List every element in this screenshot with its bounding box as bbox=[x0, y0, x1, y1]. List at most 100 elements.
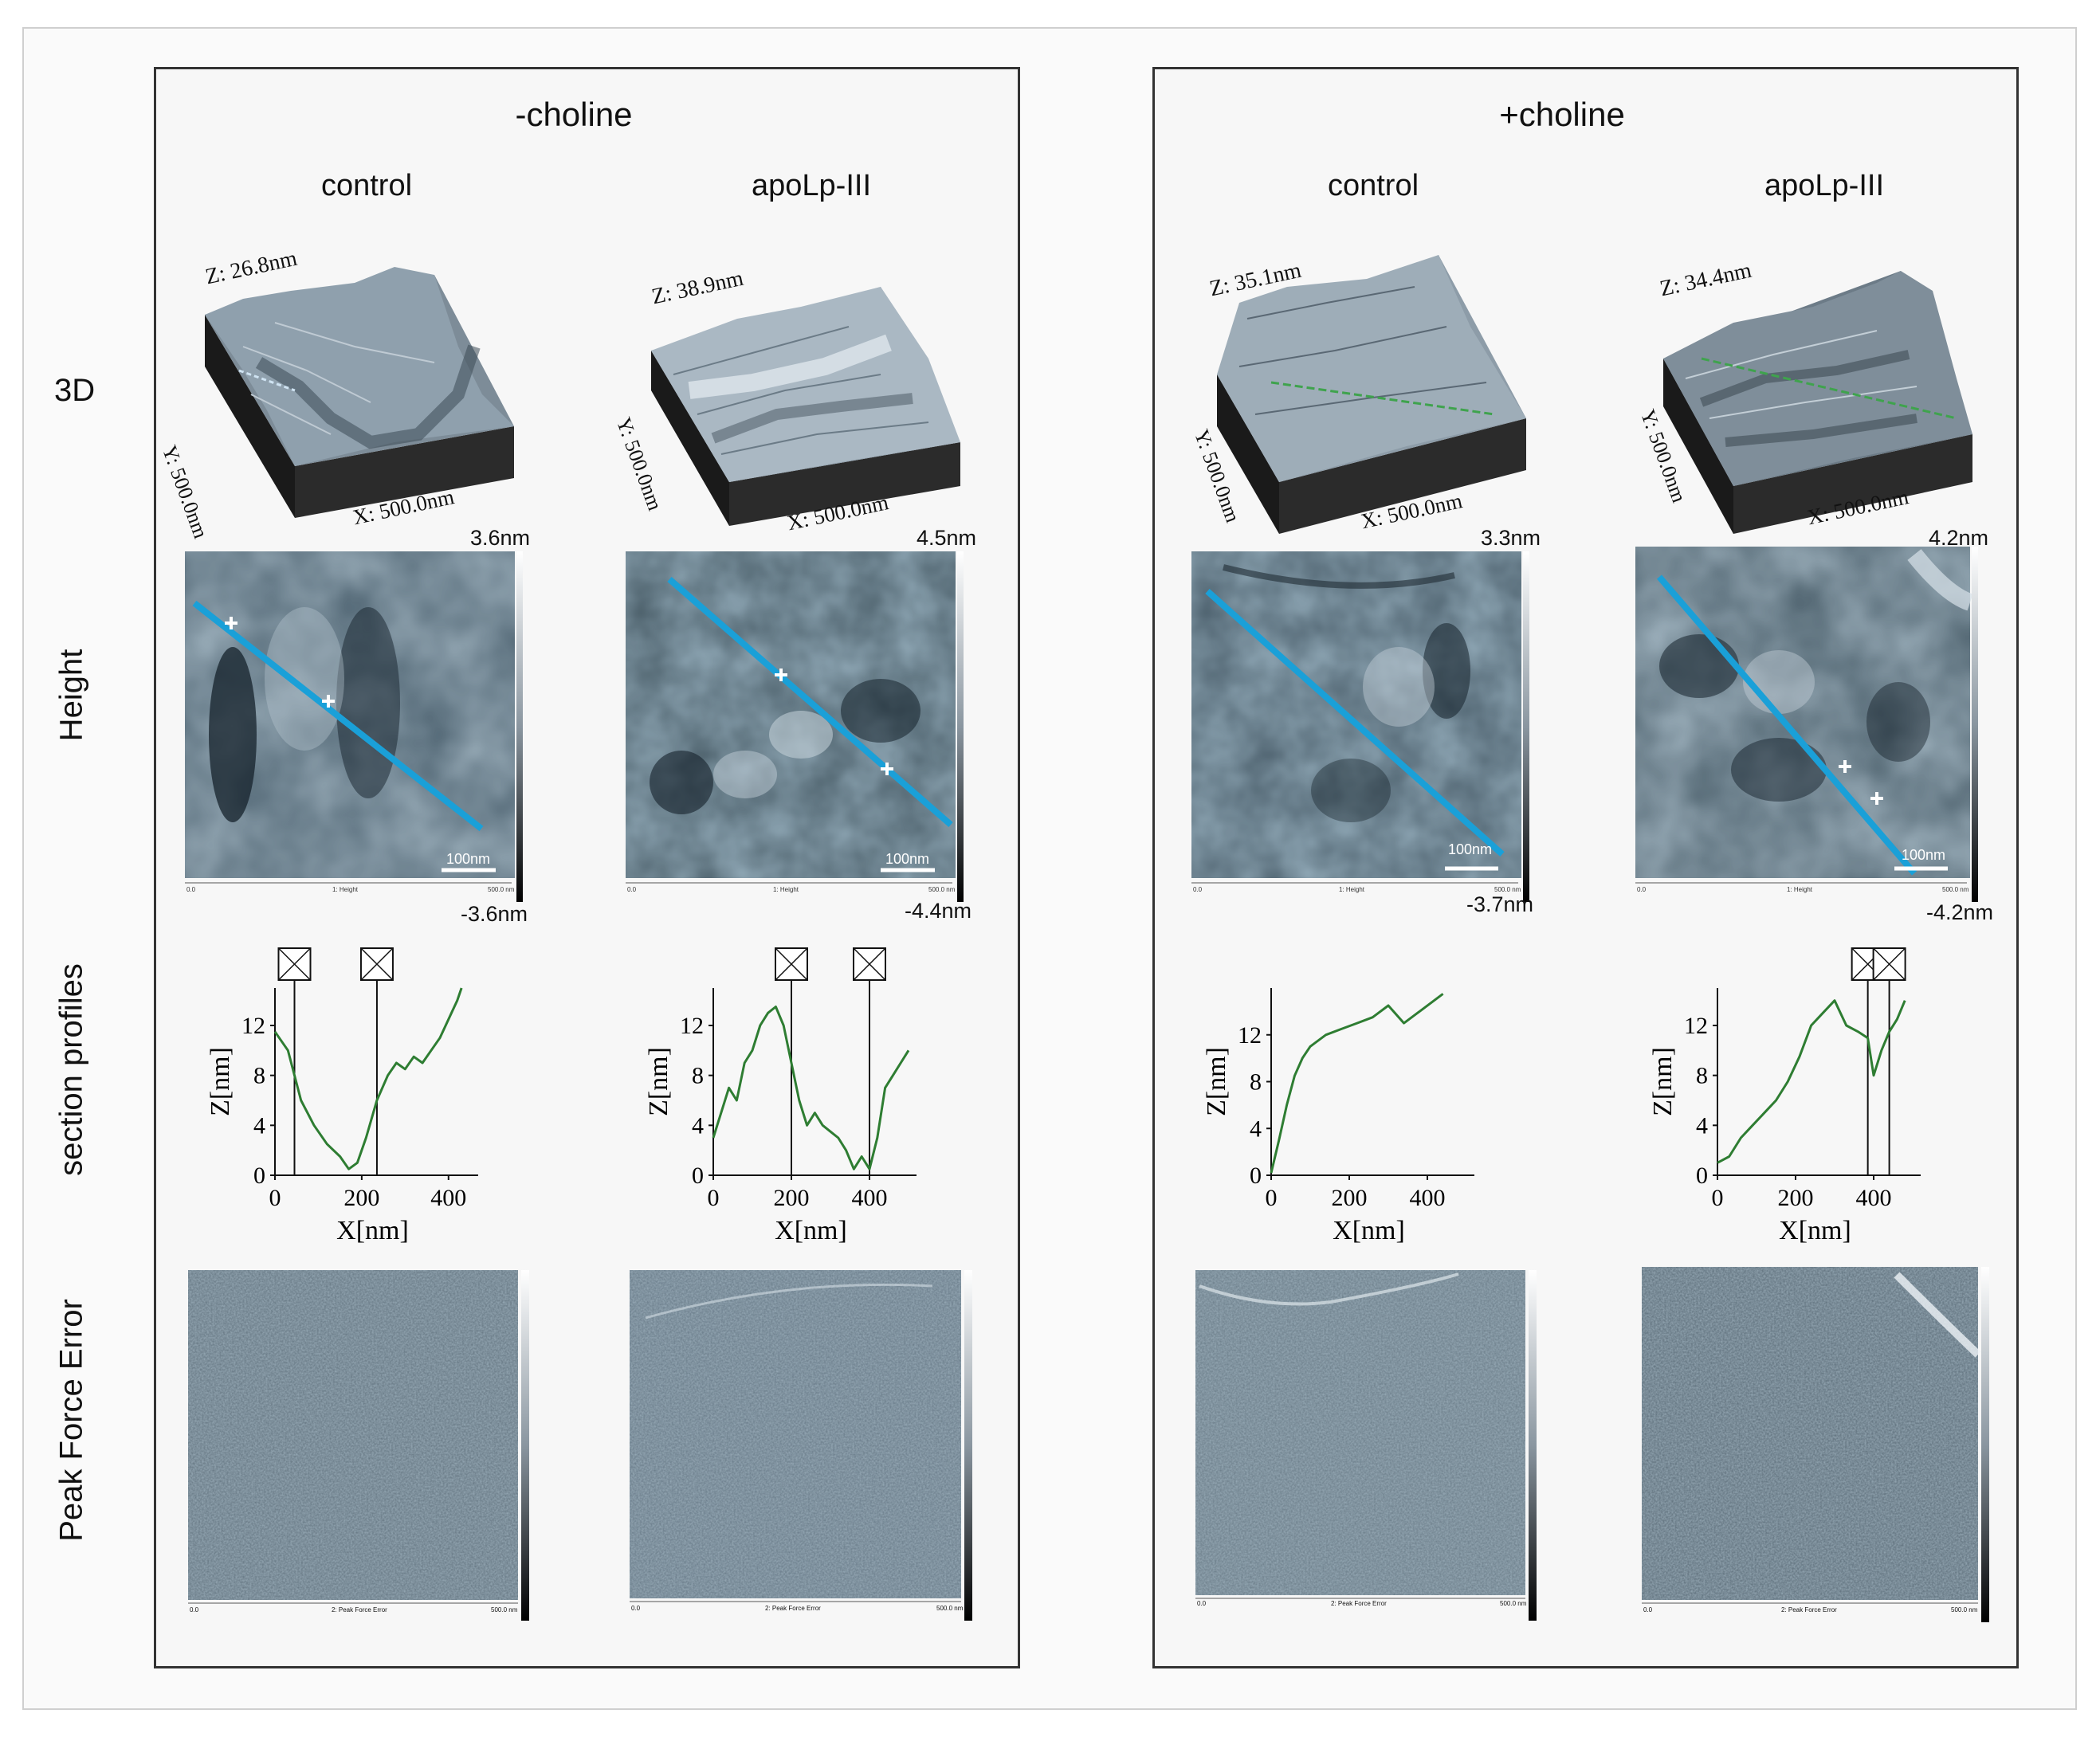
height-map-4: 100nm 1: Height 0.0 500.0 nm bbox=[1635, 547, 1978, 905]
row-label-3d: 3D bbox=[54, 373, 96, 408]
pfe-footer-right: 500.0 nm bbox=[936, 1605, 964, 1612]
y-tick-label: 8 bbox=[1696, 1063, 1708, 1089]
y-axis-label: Z[nm] bbox=[206, 1047, 235, 1116]
image-footer-left: 0.0 bbox=[1193, 886, 1203, 893]
height-map-1: 100nm 1: Height 0.0 500.0 nm bbox=[185, 551, 523, 910]
y-tick-label: 8 bbox=[692, 1063, 704, 1089]
cursor-marker-cross bbox=[360, 947, 394, 981]
surface-3d-1: Z: 26.8nm Y: 500.0nm X: 500.0nm bbox=[158, 246, 514, 541]
surface-3d-4: Z: 34.4nm Y: 500.0nm X: 500.0nm bbox=[1636, 258, 1972, 538]
image-footer-right: 500.0 nm bbox=[928, 886, 956, 893]
profile-chart-3: 0 4 8 12 0 200 400 X[nm] Z[nm] bbox=[1195, 940, 1498, 1259]
section-line bbox=[192, 600, 484, 832]
x-tick-label: 200 bbox=[1778, 1185, 1814, 1211]
profile-series-line bbox=[1270, 993, 1444, 1174]
image-footer: 1: Height bbox=[773, 886, 799, 893]
pfe-map-2: 2: Peak Force Error 0.0 500.0 nm bbox=[630, 1270, 980, 1621]
image-footer-left: 0.0 bbox=[1637, 886, 1647, 893]
image-footer-right: 500.0 nm bbox=[488, 886, 515, 893]
pfe-map-1: 2: Peak Force Error 0.0 500.0 nm bbox=[188, 1270, 539, 1621]
x-tick-label: 400 bbox=[1856, 1185, 1892, 1211]
y-tick-label: 12 bbox=[241, 1013, 265, 1039]
group-title-plus-choline: +choline bbox=[1499, 96, 1625, 133]
y-tick-label: 4 bbox=[1696, 1112, 1708, 1139]
x-tick-label: 400 bbox=[1410, 1185, 1446, 1211]
x-tick-label: 0 bbox=[269, 1185, 281, 1211]
profile-series-line bbox=[273, 987, 463, 1170]
pfe-footer-left: 0.0 bbox=[1643, 1606, 1653, 1613]
y-tick-label: 8 bbox=[253, 1063, 265, 1089]
x-axis-label: X[nm] bbox=[336, 1216, 409, 1245]
x-axis-label: X[nm] bbox=[775, 1216, 847, 1245]
image-footer: 1: Height bbox=[1787, 886, 1813, 893]
pfe-footer-right: 500.0 nm bbox=[1951, 1606, 1978, 1613]
profile-chart-1: 0 4 8 12 0 200 400 X[nm] Z[nm] bbox=[199, 940, 502, 1259]
pfe-footer-left: 0.0 bbox=[631, 1605, 641, 1612]
pfe-footer-right: 500.0 nm bbox=[491, 1606, 518, 1613]
x-tick-label: 400 bbox=[852, 1185, 888, 1211]
y-tick-label: 8 bbox=[1250, 1069, 1262, 1096]
row-label-section-profiles: section profiles bbox=[53, 963, 89, 1176]
y-tick-label: 0 bbox=[253, 1163, 265, 1189]
row-label-peak-force-error: Peak Force Error bbox=[53, 1299, 89, 1542]
x-tick-label: 0 bbox=[1266, 1185, 1278, 1211]
y-axis-label: Z[nm] bbox=[644, 1047, 673, 1116]
y-tick-label: 4 bbox=[1250, 1116, 1262, 1142]
x-tick-label: 0 bbox=[1712, 1185, 1724, 1211]
color-bar bbox=[516, 551, 523, 902]
height-map-2: 100nm 1: Height 0.0 500.0 nm bbox=[626, 551, 964, 910]
cbar-max-2: 4.5nm bbox=[917, 526, 977, 550]
pfe-footer: 2: Peak Force Error bbox=[765, 1605, 821, 1612]
y-tick-label: 4 bbox=[253, 1112, 265, 1139]
x-tick-label: 200 bbox=[774, 1185, 810, 1211]
x-tick-label: 400 bbox=[430, 1185, 466, 1211]
scale-bar-label: 100nm bbox=[885, 851, 930, 867]
x-tick-label: 200 bbox=[343, 1185, 379, 1211]
pfe-footer-left: 0.0 bbox=[1197, 1600, 1207, 1607]
cbar-max-3: 3.3nm bbox=[1481, 526, 1541, 550]
pfe-footer: 2: Peak Force Error bbox=[1331, 1600, 1387, 1607]
y-tick-label: 12 bbox=[1238, 1022, 1262, 1049]
profile-series-line bbox=[712, 1006, 910, 1170]
x-tick-label: 200 bbox=[1332, 1185, 1368, 1211]
image-footer: 1: Height bbox=[332, 886, 359, 893]
y-tick-label: 12 bbox=[680, 1013, 704, 1039]
col-label-2: apoLp-III bbox=[752, 169, 871, 202]
y-tick-label: 0 bbox=[1250, 1163, 1262, 1189]
pfe-footer-left: 0.0 bbox=[190, 1606, 199, 1613]
surface-3d-3: Z: 35.1nm Y: 500.0nm X: 500.0nm bbox=[1190, 255, 1526, 534]
x-axis-label: X[nm] bbox=[1333, 1216, 1405, 1245]
image-footer-right: 500.0 nm bbox=[1942, 886, 1969, 893]
cbar-min-2: -4.4nm bbox=[905, 899, 972, 923]
cursor-marker-cross bbox=[853, 947, 886, 981]
y-axis-label: Z[nm] bbox=[1202, 1047, 1231, 1116]
x-axis-label: X[nm] bbox=[1779, 1216, 1851, 1245]
pfe-footer: 2: Peak Force Error bbox=[1781, 1606, 1837, 1613]
pfe-map-3: 2: Peak Force Error 0.0 500.0 nm bbox=[1195, 1270, 1546, 1621]
cursor-marker-cross bbox=[1873, 947, 1906, 981]
profile-chart-4: 0 4 8 12 0 200 400 X[nm] Z[nm] bbox=[1642, 940, 1945, 1259]
image-footer-left: 0.0 bbox=[627, 886, 637, 893]
y-tick-label: 4 bbox=[692, 1112, 704, 1139]
profile-chart-2: 0 4 8 12 0 200 400 X[nm] Z[nm] bbox=[638, 940, 940, 1259]
image-footer-left: 0.0 bbox=[186, 886, 196, 893]
cbar-min-3: -3.7nm bbox=[1466, 892, 1534, 916]
y-tick-label: 0 bbox=[1696, 1163, 1708, 1189]
row-label-height: Height bbox=[53, 649, 89, 742]
pfe-footer-right: 500.0 nm bbox=[1500, 1600, 1527, 1607]
height-map-3: 100nm 1: Height 0.0 500.0 nm bbox=[1191, 551, 1529, 910]
cbar-max-4: 4.2nm bbox=[1929, 526, 1989, 550]
group-title-minus-choline: -choline bbox=[515, 96, 633, 133]
y-axis-label: Z[nm] bbox=[1648, 1047, 1678, 1116]
col-label-4: apoLp-III bbox=[1764, 169, 1884, 202]
pfe-map-4: 2: Peak Force Error 0.0 500.0 nm bbox=[1642, 1267, 2000, 1625]
cbar-min-1: -3.6nm bbox=[461, 902, 528, 926]
surface-3d-2: Z: 38.9nm Y: 500.0nm X: 500.0nm bbox=[612, 263, 960, 542]
cbar-min-4: -4.2nm bbox=[1926, 900, 1994, 924]
profile-series-line bbox=[1717, 999, 1906, 1164]
scale-bar-label: 100nm bbox=[446, 851, 491, 867]
y-tick-label: 12 bbox=[1684, 1013, 1708, 1039]
scale-bar-label: 100nm bbox=[1448, 841, 1493, 857]
image-footer-right: 500.0 nm bbox=[1494, 886, 1521, 893]
y-tick-label: 0 bbox=[692, 1163, 704, 1189]
